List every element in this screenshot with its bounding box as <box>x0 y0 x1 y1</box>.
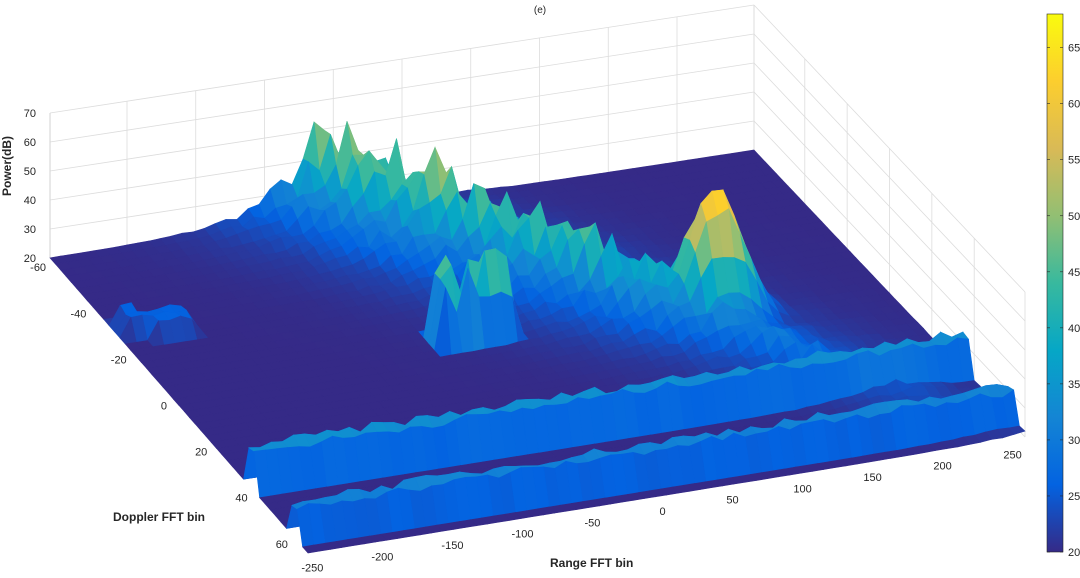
x-tick-label: 50 <box>726 495 738 507</box>
z-axis-label: Power(dB) <box>0 136 14 196</box>
z-tick-label: 60 <box>24 137 36 149</box>
x-tick-label: 100 <box>793 483 811 495</box>
colorbar-tick-label: 30 <box>1068 435 1080 447</box>
colorbar-tick-label: 45 <box>1068 267 1080 279</box>
chart-title: (e) <box>534 5 546 16</box>
x-tick-label: 150 <box>863 472 881 484</box>
x-tick-label: -250 <box>301 563 323 575</box>
x-axis-label: Range FFT bin <box>550 556 633 570</box>
z-tick-label: 30 <box>24 224 36 236</box>
y-tick-label: 20 <box>195 447 207 459</box>
z-tick-label: 70 <box>24 108 36 120</box>
x-tick-label: -150 <box>441 540 463 552</box>
colorbar-tick-label: 20 <box>1068 547 1080 559</box>
axis-ticks: -250-200-150-100-50050100150200250-60-40… <box>24 108 1022 575</box>
surface-plot <box>49 121 1026 554</box>
colorbar-tick-label: 35 <box>1068 379 1080 391</box>
colorbar-tick-label: 25 <box>1068 491 1080 503</box>
z-tick-label: 40 <box>24 195 36 207</box>
colorbar-tick-label: 65 <box>1068 43 1080 55</box>
x-tick-label: 0 <box>659 506 665 518</box>
x-tick-label: 250 <box>1003 449 1021 461</box>
x-tick-label: -100 <box>511 529 533 541</box>
y-tick-label: -40 <box>70 308 86 320</box>
z-tick-label: 20 <box>24 253 36 265</box>
colorbar-tick-label: 55 <box>1068 155 1080 167</box>
x-tick-label: -200 <box>371 551 393 563</box>
x-tick-label: 200 <box>933 461 951 473</box>
surface-cell <box>302 544 320 554</box>
colorbar <box>1046 13 1064 553</box>
y-tick-label: 40 <box>235 493 247 505</box>
y-tick-label: -20 <box>111 354 127 366</box>
y-tick-label: 0 <box>161 401 167 413</box>
colorbar-tick-label: 50 <box>1068 211 1080 223</box>
x-tick-label: -50 <box>585 517 601 529</box>
z-tick-label: 50 <box>24 166 36 178</box>
y-tick-label: -60 <box>30 262 46 274</box>
y-axis-label: Doppler FFT bin <box>113 510 205 524</box>
colorbar-tick-label: 40 <box>1068 323 1080 335</box>
colorbar-ticks: 20 25 30 35 40 45 50 55 60 65 <box>1047 43 1080 559</box>
y-tick-label: 60 <box>276 539 288 551</box>
colorbar-tick-label: 60 <box>1068 99 1080 111</box>
